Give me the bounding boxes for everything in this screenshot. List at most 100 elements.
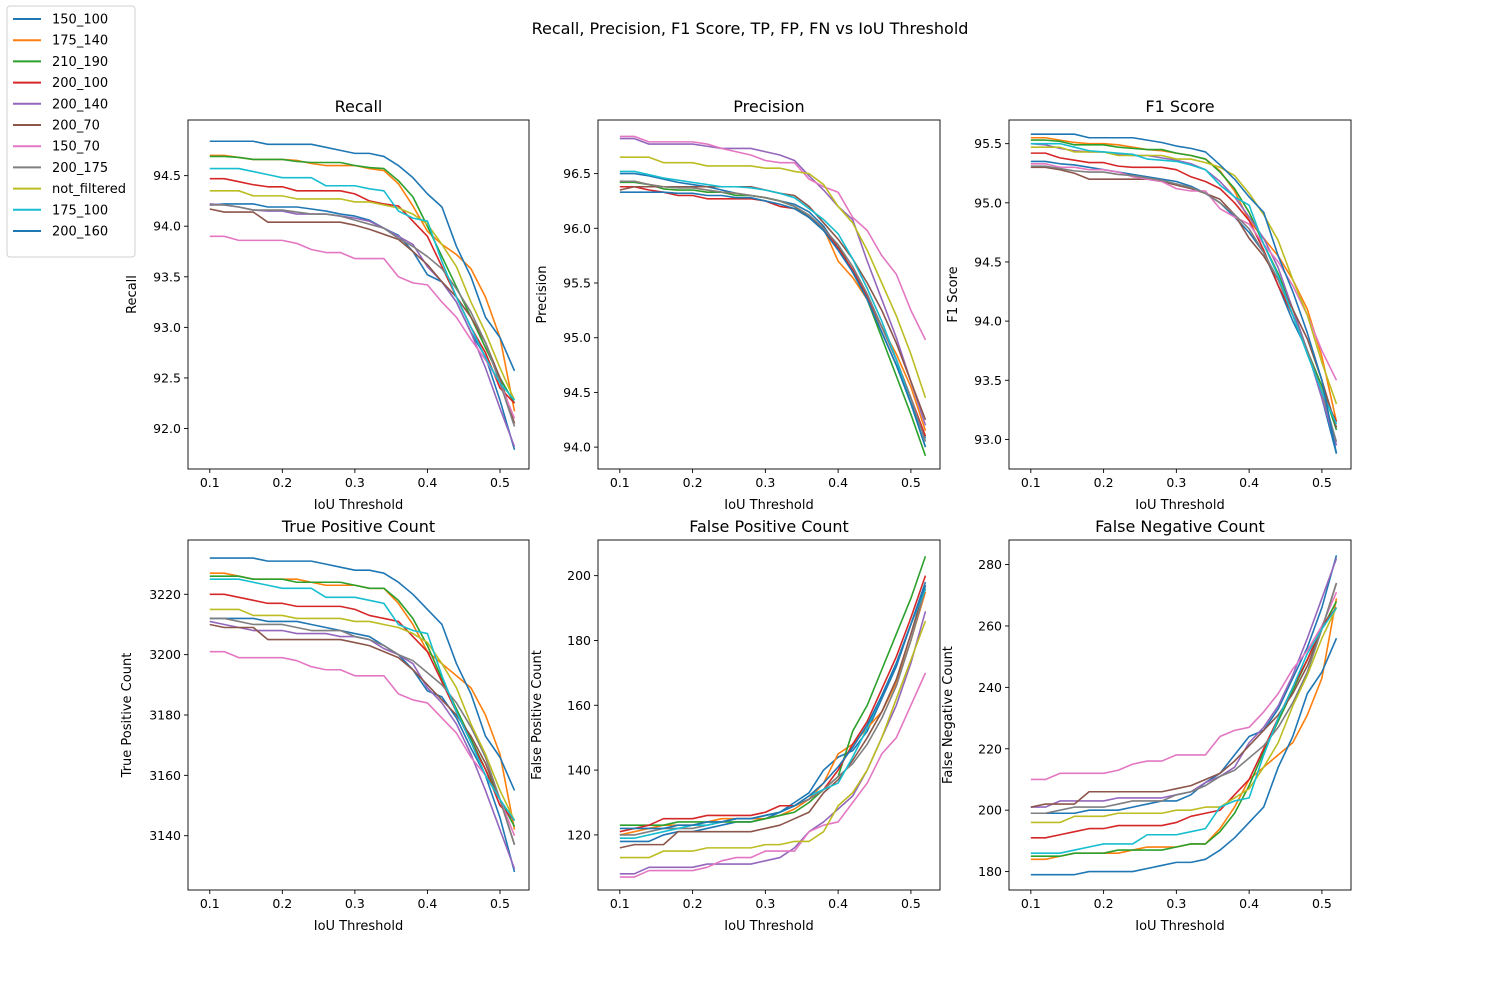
recall-series-group: [209, 140, 516, 451]
precision-y-tick-label: 94.5: [563, 385, 591, 400]
true-positive-count-y-tick-label: 3180: [149, 708, 181, 723]
f1-score-series-not-filtered: [1030, 146, 1338, 405]
true-positive-count-series-group: [209, 557, 516, 873]
legend-label-200-70: 200_70: [52, 119, 100, 134]
legend-label-200-100: 200_100: [52, 76, 108, 91]
false-positive-count-y-tick-label: 140: [567, 763, 591, 778]
precision-series-210-190: [619, 181, 927, 457]
f1-score-y-tick-label: 95.5: [974, 136, 1002, 151]
recall-x-tick-label: 0.5: [490, 475, 510, 490]
recall-axes-frame: [187, 119, 530, 470]
false-positive-count-y-tick-label: 160: [567, 698, 591, 713]
recall-series-200-175: [209, 204, 516, 427]
f1-score-x-tick-label: 0.2: [1094, 475, 1114, 490]
false-positive-count-x-tick-label: 0.4: [828, 896, 848, 911]
f1-score-axes-frame: [1008, 119, 1352, 470]
true-positive-count-series-210-190: [209, 575, 516, 828]
legend-label-200-140: 200_140: [52, 97, 108, 112]
false-negative-count-y-tick-label: 180: [978, 864, 1002, 879]
false-positive-count-axes-frame: [597, 539, 941, 891]
false-positive-count-x-tick-label: 0.1: [610, 896, 630, 911]
true-positive-count-y-axis-label: True Positive Count: [120, 653, 135, 779]
legend-label-200-160: 200_160: [52, 225, 108, 240]
true-positive-count-y-tick-label: 3160: [149, 768, 181, 783]
false-negative-count-x-tick-label: 0.3: [1166, 896, 1186, 911]
false-positive-count-subplot: 0.1 0.2 0.3 0.4 0.5 120 140 160 180 200 False Posi…: [530, 517, 941, 934]
false-positive-count-series-group: [619, 555, 927, 878]
precision-series-group: [619, 135, 927, 457]
recall-y-tick-label: 92.5: [153, 370, 181, 385]
precision-series-175-100: [619, 170, 927, 448]
false-negative-count-title: False Negative Count: [1095, 517, 1265, 536]
recall-series-200-100: [209, 177, 516, 404]
precision-y-tick-label: 96.5: [563, 166, 591, 181]
false-negative-count-series-210-190: [1030, 601, 1338, 858]
true-positive-count-y-tick-label: 3200: [149, 647, 181, 662]
false-negative-count-x-tick-label: 0.2: [1094, 896, 1114, 911]
recall-y-axis-label: Recall: [125, 275, 140, 314]
recall-series-200-70: [209, 208, 516, 424]
f1-score-series-175-100: [1030, 142, 1338, 425]
legend-label-200-175: 200_175: [52, 161, 108, 176]
f1-score-y-axis-label: F1 Score: [946, 266, 961, 322]
false-positive-count-x-tick-label: 0.5: [901, 896, 921, 911]
true-positive-count-x-tick-label: 0.2: [272, 896, 292, 911]
recall-y-tick-label: 94.5: [153, 168, 181, 183]
true-positive-count-x-tick-label: 0.1: [200, 896, 220, 911]
false-negative-count-x-axis-label: IoU Threshold: [1135, 919, 1225, 934]
precision-series-150-70: [619, 135, 927, 341]
f1-score-series-group: [1030, 133, 1338, 454]
f1-score-series-150-100: [1030, 160, 1338, 454]
true-positive-count-subplot: 0.1 0.2 0.3 0.4 0.5 3140 3160 3180 3200 3220 True …: [120, 517, 530, 934]
false-positive-count-series-200-70: [619, 585, 927, 849]
false-positive-count-series-not-filtered: [619, 620, 927, 859]
f1-score-y-tick-label: 94.0: [974, 314, 1002, 329]
precision-x-tick-label: 0.4: [828, 475, 848, 490]
subplots-grid: 0.1 0.2 0.3 0.4 0.5 92.0 92.5 93.0 93.5 94.0 94.5 R…: [120, 97, 1352, 934]
precision-series-not-filtered: [619, 156, 927, 399]
recall-x-tick-label: 0.2: [272, 475, 292, 490]
recall-title: Recall: [335, 97, 383, 116]
false-negative-count-x-tick-label: 0.1: [1021, 896, 1041, 911]
legend: 150_100 175_140 210_190 200_100 200_140 200_7…: [6, 5, 136, 258]
false-positive-count-series-175-140: [619, 591, 927, 836]
precision-series-200-100: [619, 185, 927, 437]
false-negative-count-series-200-160: [1030, 637, 1338, 876]
false-positive-count-y-tick-label: 180: [567, 633, 591, 648]
false-positive-count-x-axis-label: IoU Threshold: [724, 919, 814, 934]
false-negative-count-axes-frame: [1008, 539, 1352, 891]
f1-score-subplot: 0.1 0.2 0.3 0.4 0.5 93.0 93.5 94.0 94.5 95.0 95.5 F…: [946, 97, 1352, 513]
recall-y-tick-label: 93.5: [153, 269, 181, 284]
false-negative-count-y-tick-label: 240: [978, 680, 1002, 695]
precision-series-200-160: [619, 191, 927, 448]
f1-score-x-tick-label: 0.4: [1239, 475, 1259, 490]
true-positive-count-y-tick-label: 3220: [149, 587, 181, 602]
true-positive-count-x-tick-label: 0.5: [490, 896, 510, 911]
legend-label-175-100: 175_100: [52, 203, 108, 218]
legend-label-150-100: 150_100: [52, 13, 108, 28]
false-negative-count-y-axis-label: False Negative Count: [941, 646, 956, 784]
recall-series-150-70: [209, 235, 516, 419]
false-negative-count-y-tick-label: 220: [978, 741, 1002, 756]
f1-score-series-200-160: [1030, 133, 1338, 454]
f1-score-y-tick-label: 93.0: [974, 432, 1002, 447]
precision-y-tick-label: 94.0: [563, 440, 591, 455]
false-negative-count-series-150-100: [1030, 555, 1338, 815]
recall-y-tick-label: 94.0: [153, 219, 181, 234]
recall-series-175-140: [209, 154, 516, 412]
precision-x-axis-label: IoU Threshold: [724, 498, 814, 513]
true-positive-count-series-150-100: [209, 617, 516, 873]
false-negative-count-y-tick-label: 200: [978, 803, 1002, 818]
precision-y-tick-label: 96.0: [563, 221, 591, 236]
precision-y-axis-label: Precision: [535, 265, 550, 323]
recall-series-210-190: [209, 155, 516, 404]
false-negative-count-series-200-175: [1030, 582, 1338, 815]
recall-series-200-160: [209, 140, 516, 372]
recall-x-axis-label: IoU Threshold: [314, 498, 404, 513]
f1-score-x-tick-label: 0.1: [1021, 475, 1041, 490]
true-positive-count-y-tick-label: 3140: [149, 828, 181, 843]
false-positive-count-series-200-100: [619, 575, 927, 833]
false-negative-count-x-tick-label: 0.5: [1312, 896, 1332, 911]
false-positive-count-x-tick-label: 0.2: [683, 896, 703, 911]
